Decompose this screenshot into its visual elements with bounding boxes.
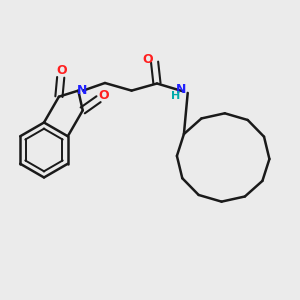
Text: O: O bbox=[56, 64, 67, 77]
Text: N: N bbox=[176, 83, 186, 96]
Text: H: H bbox=[171, 91, 180, 101]
Text: O: O bbox=[143, 52, 153, 65]
Text: O: O bbox=[99, 89, 109, 102]
Text: N: N bbox=[77, 84, 87, 97]
